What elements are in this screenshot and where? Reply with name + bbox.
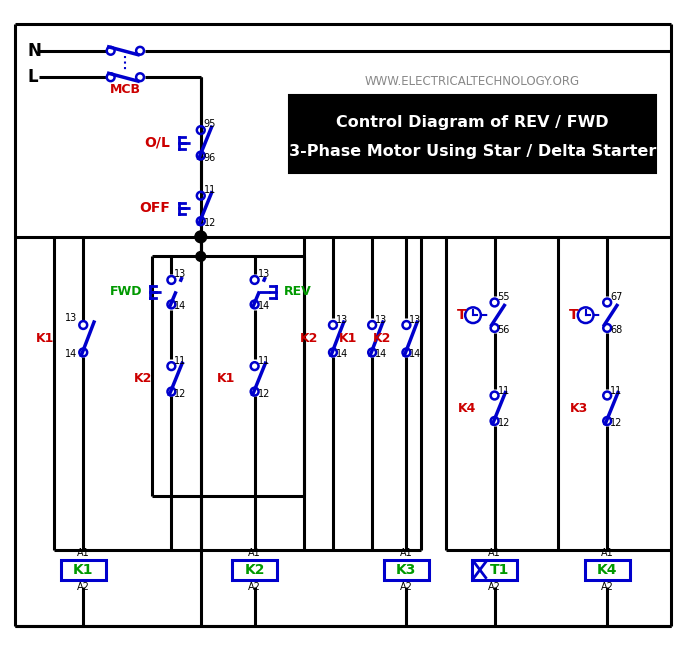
Text: T: T xyxy=(569,308,579,322)
Circle shape xyxy=(195,231,206,242)
Text: 95: 95 xyxy=(204,119,216,129)
Text: 67: 67 xyxy=(610,292,622,302)
Text: N: N xyxy=(27,42,41,60)
Text: Control Diagram of REV / FWD: Control Diagram of REV / FWD xyxy=(336,115,609,130)
Text: FWD: FWD xyxy=(109,285,142,298)
Text: A1: A1 xyxy=(488,548,501,558)
Text: A2: A2 xyxy=(77,582,90,592)
Text: WWW.ELECTRICALTECHNOLOGY.ORG: WWW.ELECTRICALTECHNOLOGY.ORG xyxy=(365,75,580,88)
Text: K3: K3 xyxy=(396,563,416,577)
Text: A2: A2 xyxy=(601,582,614,592)
Text: MCB: MCB xyxy=(110,83,141,96)
Text: 11: 11 xyxy=(610,385,622,396)
Text: 3-Phase Motor Using Star / Delta Starter: 3-Phase Motor Using Star / Delta Starter xyxy=(289,144,656,159)
Text: 11: 11 xyxy=(174,356,187,366)
Text: 14: 14 xyxy=(174,302,187,311)
Text: K1: K1 xyxy=(339,332,358,345)
Text: 13: 13 xyxy=(258,269,270,279)
Text: K1: K1 xyxy=(217,372,235,385)
Text: K4: K4 xyxy=(597,563,617,577)
Text: 13: 13 xyxy=(410,315,421,325)
Text: 68: 68 xyxy=(610,325,622,335)
Text: 12: 12 xyxy=(174,389,187,398)
FancyBboxPatch shape xyxy=(232,560,277,580)
Text: K2: K2 xyxy=(134,372,152,385)
Text: 14: 14 xyxy=(258,302,270,311)
Text: 11: 11 xyxy=(204,185,216,195)
Text: 11: 11 xyxy=(498,385,510,396)
Text: 12: 12 xyxy=(498,418,510,428)
Text: K2: K2 xyxy=(300,332,318,345)
FancyBboxPatch shape xyxy=(289,95,656,173)
Text: A2: A2 xyxy=(248,582,261,592)
Text: 56: 56 xyxy=(498,325,510,335)
Text: K2: K2 xyxy=(244,563,265,577)
Text: K1: K1 xyxy=(36,332,54,345)
Text: K2: K2 xyxy=(373,332,392,345)
Text: A1: A1 xyxy=(400,548,413,558)
Text: L: L xyxy=(27,68,38,86)
Text: T: T xyxy=(456,308,466,322)
Text: A1: A1 xyxy=(77,548,90,558)
FancyBboxPatch shape xyxy=(384,560,429,580)
Text: T1: T1 xyxy=(490,563,509,577)
Text: 11: 11 xyxy=(258,356,270,366)
Text: 14: 14 xyxy=(410,350,421,359)
Text: K1: K1 xyxy=(73,563,94,577)
Text: 13: 13 xyxy=(336,315,348,325)
Text: 13: 13 xyxy=(375,315,387,325)
Text: 14: 14 xyxy=(336,350,348,359)
Text: 13: 13 xyxy=(174,269,187,279)
Text: K4: K4 xyxy=(458,402,476,415)
FancyBboxPatch shape xyxy=(61,560,106,580)
Text: OFF: OFF xyxy=(139,202,170,215)
Text: A1: A1 xyxy=(601,548,614,558)
Text: 55: 55 xyxy=(498,292,510,302)
Text: 96: 96 xyxy=(204,153,216,162)
Text: O/L: O/L xyxy=(144,136,170,150)
Text: A2: A2 xyxy=(488,582,501,592)
Text: 13: 13 xyxy=(65,313,78,323)
Text: A2: A2 xyxy=(400,582,413,592)
Text: K3: K3 xyxy=(570,402,589,415)
Text: A1: A1 xyxy=(248,548,261,558)
Text: REV: REV xyxy=(284,285,312,298)
Circle shape xyxy=(196,252,206,261)
Text: 12: 12 xyxy=(610,418,622,428)
Text: 12: 12 xyxy=(258,389,270,398)
FancyBboxPatch shape xyxy=(584,560,630,580)
Text: 14: 14 xyxy=(375,350,387,359)
Text: 14: 14 xyxy=(65,350,78,359)
FancyBboxPatch shape xyxy=(472,560,517,580)
Text: 12: 12 xyxy=(204,218,216,228)
